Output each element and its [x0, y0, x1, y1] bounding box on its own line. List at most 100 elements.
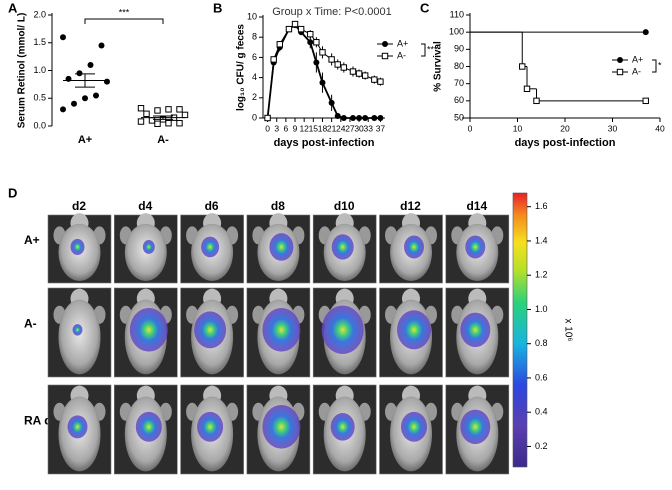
y-tick-label: 4 [252, 72, 257, 82]
marker [533, 97, 540, 105]
marker [328, 99, 335, 106]
y-tick-label: 6 [252, 52, 257, 62]
marker [154, 120, 161, 127]
colorbar-tick-label: 1.0 [535, 304, 548, 314]
marker [519, 63, 526, 70]
marker [104, 78, 110, 85]
signal [67, 415, 88, 439]
annotation: *** [119, 7, 130, 17]
marker [377, 115, 384, 121]
legend-marker [617, 57, 623, 63]
mouse-body [58, 299, 101, 375]
marker [349, 68, 357, 75]
marker [176, 120, 183, 127]
marker [523, 85, 531, 93]
column-label: d4 [138, 199, 152, 213]
marker [98, 42, 105, 49]
marker [60, 106, 66, 113]
marker [270, 56, 277, 63]
y-tick-label: 0.5 [33, 93, 46, 103]
colorbar [512, 192, 528, 468]
marker [297, 25, 305, 33]
marker [148, 117, 156, 124]
y-tick-label: 8 [252, 32, 257, 42]
colorbar-tick-label: 0.4 [535, 407, 548, 417]
signal [460, 409, 491, 445]
panel-label: D [8, 185, 17, 200]
x-tick-label: 37 [376, 123, 386, 133]
marker [291, 20, 299, 28]
x-tick-label: 0 [265, 123, 270, 133]
marker [93, 92, 99, 99]
marker [307, 30, 314, 38]
x-tick-label: A+ [78, 134, 92, 146]
y-tick-label: 50 [454, 112, 464, 122]
signal [404, 235, 424, 259]
legend-label: A- [397, 50, 406, 60]
marker [328, 56, 335, 63]
x-tick-label: 0 [468, 123, 473, 133]
legend-label: A+ [632, 54, 643, 64]
y-tick-label: 110 [450, 9, 464, 19]
marker [319, 49, 326, 56]
y-tick-label: 70 [454, 78, 464, 88]
signal [197, 411, 224, 442]
panel-label: C [420, 0, 430, 15]
marker [176, 106, 183, 113]
y-axis-label: Serum Retinol (mmol/ L) [17, 13, 28, 129]
marker [87, 61, 94, 68]
y-tick-label: 1.5 [33, 37, 46, 47]
colorbar-tick-label: 0.8 [535, 338, 548, 348]
legend-label: A- [632, 66, 641, 76]
signal [330, 413, 355, 441]
signal [70, 238, 85, 256]
marker [361, 72, 369, 79]
chart-title: Group x Time: P<0.0001 [272, 6, 392, 18]
x-tick-label: 30 [608, 123, 618, 133]
panel-label: A [8, 0, 18, 15]
column-label: d12 [400, 199, 421, 213]
x-tick-label: 6 [284, 123, 289, 133]
marker [371, 115, 378, 121]
marker [285, 25, 293, 33]
signal [135, 411, 162, 442]
marker [642, 97, 649, 105]
legend-marker [382, 41, 388, 47]
signal [397, 310, 431, 350]
x-axis-label: days post-infection [515, 137, 616, 149]
marker [307, 39, 314, 46]
x-tick-label: 27 [345, 123, 355, 133]
marker [334, 61, 341, 68]
x-tick-label: 18 [318, 123, 328, 133]
signal [262, 404, 301, 449]
y-axis-label: log₁₀ CFU/ g feces [236, 24, 247, 111]
marker [137, 118, 145, 125]
marker [356, 115, 363, 121]
marker [313, 39, 320, 46]
x-tick-label: 15 [309, 123, 319, 133]
x-tick-label: 33 [363, 123, 373, 133]
legend-marker [616, 68, 624, 76]
colorbar-tick-label: 0.2 [535, 441, 548, 451]
marker [276, 41, 283, 48]
marker [340, 115, 347, 121]
x-tick-label: 40 [655, 123, 665, 133]
signal [129, 307, 168, 352]
colorbar-tick-label: 0.6 [535, 372, 548, 382]
annotation: * [658, 60, 662, 70]
colorbar-tick-label: 1.2 [535, 270, 548, 280]
colorbar-tick-label: 1.6 [535, 201, 548, 211]
signal [331, 234, 354, 260]
marker [264, 114, 271, 122]
signal [465, 235, 486, 259]
marker [137, 105, 145, 112]
legend-label: A+ [397, 38, 408, 48]
bracket [421, 43, 426, 57]
marker [181, 111, 189, 119]
colorbar-label: x 10⁶ [562, 318, 573, 341]
marker [371, 76, 378, 83]
signal [142, 240, 155, 254]
signal [194, 311, 227, 349]
column-label: d10 [334, 199, 355, 213]
